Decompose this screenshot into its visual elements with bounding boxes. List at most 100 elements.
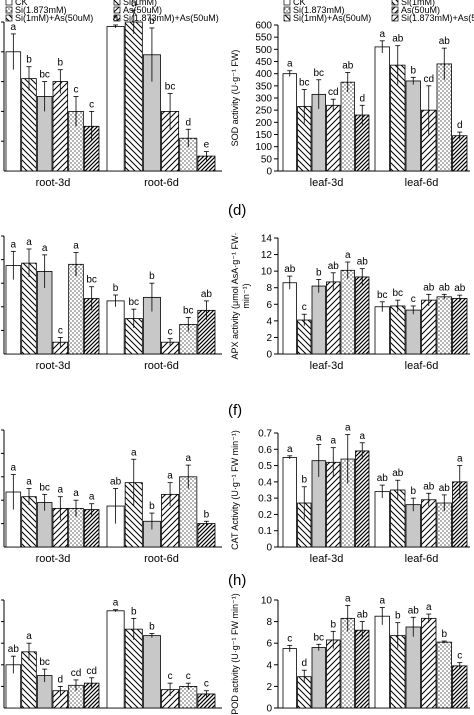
letter-label-0-1-1: a [131,0,137,9]
letter-label-6-1-4: c [186,671,191,682]
letter-label-0-1-5: e [204,140,210,151]
bar-5-1-0 [374,491,390,548]
letter-label-7-1-3: a [426,602,432,613]
y-tick-label-1-7: 350 [255,81,272,92]
bar-5-0-0 [282,457,297,548]
letter-label-1-1-4: ab [439,36,451,47]
letter-label-2-0-0: a [11,239,17,250]
legend-left-label-1: Si(1mM) [123,0,157,7]
letter-label-1-0-1: bc [299,77,310,88]
legend-left-swatch-3 [113,6,121,14]
letter-label-1-1-1: ab [392,34,404,45]
bar-7-1-3 [421,617,437,709]
letter-label-6-0-4: cd [71,668,82,679]
letter-label-4-0-0: a [11,462,17,473]
letter-label-3-0-3: ab [328,261,340,272]
letter-label-0-0-4: c [74,85,79,96]
letter-label-6-0-5: cd [86,666,97,677]
legend-left-label-4: Si(1mM)+As(50uM) [15,13,93,23]
category-label-5-1: leaf-6d [405,553,439,565]
bar-0-0-1 [21,78,37,172]
letter-label-4-1-3: a [167,471,173,482]
y-tick-label-1-12: 600 [255,21,272,32]
legend-layer: CK Si(1mM) Si(1.873mM) As(50uM) Si(1mM)+As(5… [5,0,474,23]
y-axis-label-3: APX activity (μmol AsA·g⁻¹ FW· [230,233,240,360]
legend-left-swatch-4 [5,14,13,22]
letter-label-1-1-5: d [457,120,463,131]
bar-3-1-5 [452,298,468,355]
letter-label-1-0-3: cd [328,87,339,98]
bar-6-1-2 [142,635,161,709]
bar-7-0-3 [326,639,341,709]
bar-1-0-4 [340,81,355,172]
letter-label-2-1-3: c [168,327,173,338]
y-tick-label-5-4: 0.4 [258,477,272,488]
bar-1-0-0 [282,73,297,172]
letter-label-4-0-5: a [89,492,95,503]
panel-label-2: (h) [228,572,246,589]
letter-label-6-1-1: b [131,606,137,617]
y-tick-label-3-0: 0 [266,350,272,361]
bar-7-0-5 [355,629,370,709]
legend-right-swatch-5 [391,14,399,22]
y-tick-label-3-4: 8 [266,283,272,294]
letter-label-7-1-2: ab [408,605,420,616]
y-tick-label-3-1: 2 [266,333,272,344]
letter-label-6-1-2: b [149,621,155,632]
bar-7-1-4 [436,641,452,709]
letter-label-2-1-1: bc [128,297,139,308]
bar-1-1-5 [452,135,468,172]
y-tick-label-5-0: 0 [266,543,272,554]
y-tick-label-5-1: 0.1 [258,526,272,537]
y-tick-label-1-3: 150 [255,130,272,141]
letter-label-2-0-1: a [26,237,32,248]
bar-1-1-4 [436,63,452,172]
y-tick-label-3-5: 10 [261,267,273,278]
letter-label-5-0-4: a [345,423,351,434]
y-tick-label-5-7: 0.7 [258,429,272,440]
y-tick-label-7-4: 8 [266,617,272,628]
y-tick-label-1-11: 550 [255,33,272,44]
letter-label-2-1-2: b [149,271,155,282]
bar-3-1-0 [374,306,390,355]
letter-label-0-0-5: c [89,99,94,110]
legend-right-swatch-4 [283,14,291,22]
letter-label-2-0-5: bc [86,275,97,286]
y-axis-label-3-b: min⁻¹) [241,283,251,308]
letter-label-0-1-4: d [185,117,191,128]
letter-label-3-0-5: ab [357,257,369,268]
bar-7-0-4 [340,617,355,709]
legend-right-label-2: Si(1.873mM) [293,5,345,15]
letter-label-4-0-3: a [58,485,64,496]
bar-3-1-4 [436,296,452,355]
letter-label-5-1-2: b [410,486,416,497]
bar-3-1-2 [405,309,421,355]
letter-label-4-0-1: a [26,477,32,488]
y-tick-label-7-2: 4 [266,660,272,671]
letter-label-5-0-1: b [301,475,307,486]
letter-label-1-1-3: cd [423,74,434,85]
chart-panel-3: 0 2 4 6 8 10 12 14 APX activity (μmol AsA·g⁻¹ FW… [230,233,470,372]
legend-left-label-5: Si(1.873mM)+As(50uM) [123,13,219,23]
legend-right-label-0: CK [293,0,306,7]
bar-5-0-5 [355,450,370,548]
letter-label-5-1-4: ab [439,483,451,494]
category-label-1-0: leaf-3d [310,177,344,189]
letter-label-2-1-4: bc [183,305,194,316]
y-axis-label-7: POD activity (U·g⁻¹ FW min⁻¹) [230,593,240,715]
letter-label-2-0-3: c [58,325,63,336]
y-tick-label-7-1: 2 [266,682,272,693]
letter-label-6-0-3: d [58,674,64,685]
category-label-5-0: leaf-3d [310,553,344,565]
legend-left-swatch-1 [113,0,121,6]
letter-label-7-1-4: b [441,629,447,640]
y-tick-label-7-3: 6 [266,639,272,650]
letter-label-4-1-4: a [185,453,191,464]
letter-label-4-1-5: b [204,509,210,520]
letter-label-2-0-4: a [73,241,79,252]
letter-label-3-1-4: ab [439,282,451,293]
